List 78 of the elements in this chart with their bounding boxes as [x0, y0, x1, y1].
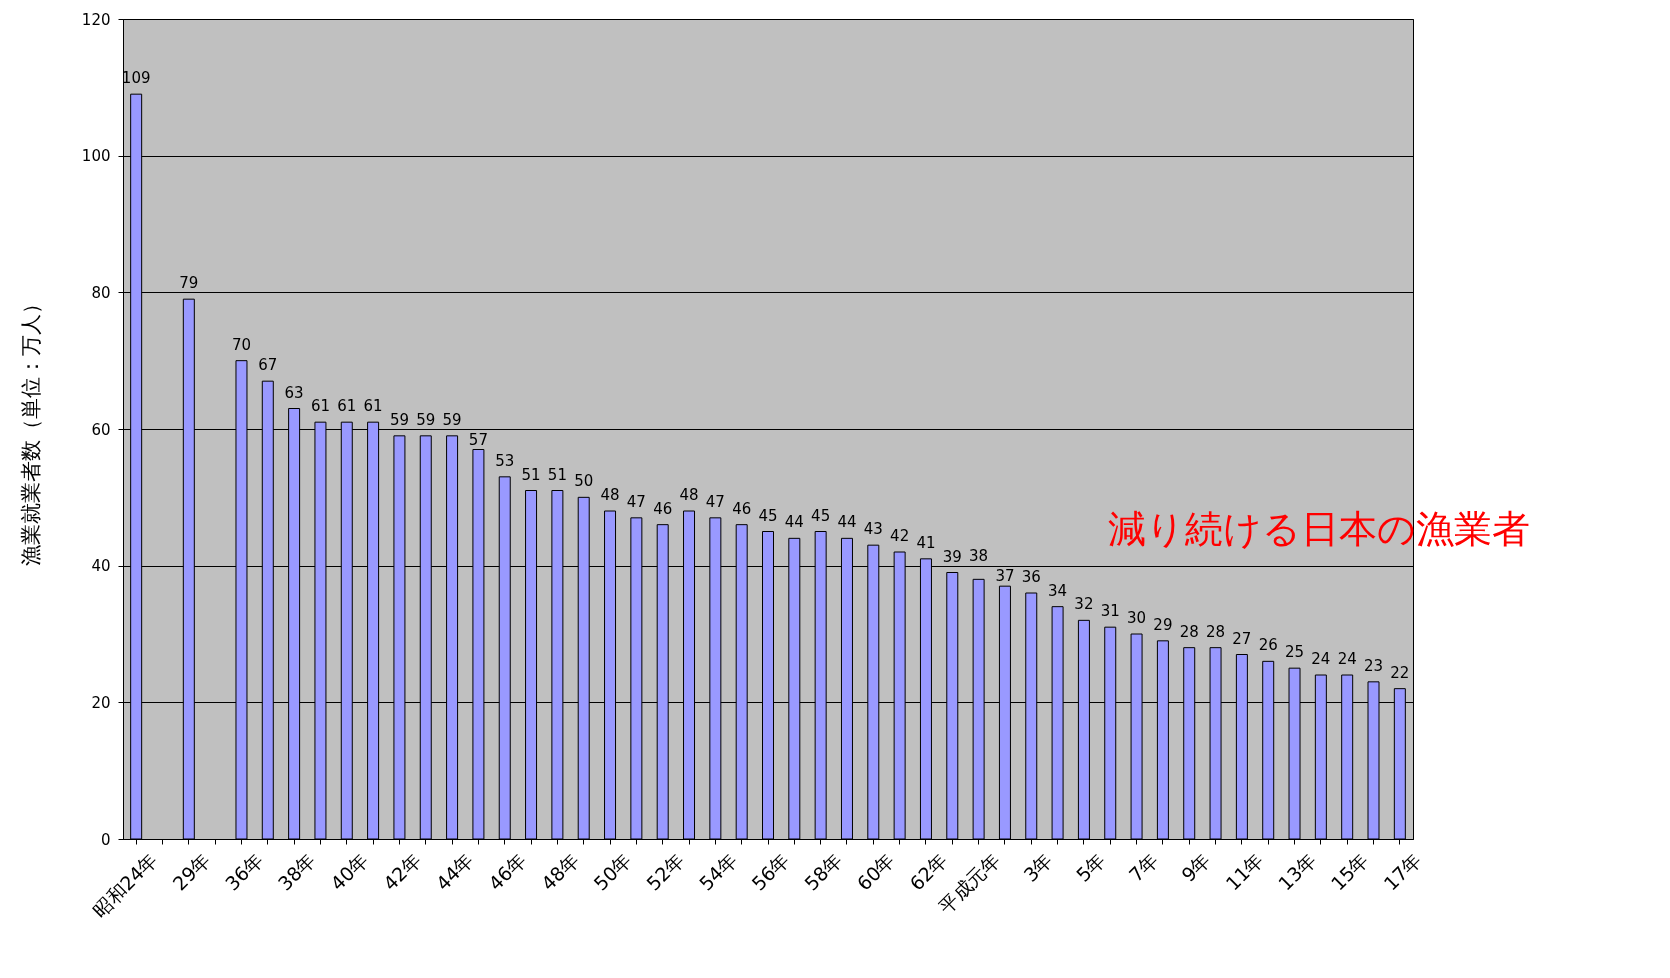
data-label: 28 [1206, 622, 1226, 641]
data-label: 28 [1179, 622, 1199, 641]
data-label: 47 [705, 492, 725, 511]
data-label: 26 [1258, 636, 1278, 655]
x-tick-label: 58年 [799, 848, 847, 895]
x-tick-label: 52年 [642, 848, 689, 895]
data-label: 63 [284, 383, 304, 402]
data-label: 44 [784, 513, 804, 532]
data-label: 38 [969, 547, 989, 566]
x-tick-label: 50年 [589, 848, 636, 895]
data-label: 61 [363, 397, 383, 416]
data-label: 50 [574, 472, 594, 491]
data-label: 61 [337, 397, 357, 416]
data-label: 109 [121, 69, 151, 88]
data-label: 47 [626, 492, 646, 511]
x-tick-label: 40年 [326, 848, 373, 895]
data-label: 41 [916, 533, 936, 552]
data-label: 45 [811, 506, 831, 525]
data-label: 36 [1021, 568, 1041, 586]
data-label: 34 [1048, 581, 1068, 600]
x-tick-label: 60年 [852, 848, 899, 895]
data-label: 22 [1390, 663, 1410, 682]
data-label: 57 [468, 430, 488, 449]
data-label: 61 [310, 397, 330, 416]
x-tick-label: 5年 [1071, 848, 1110, 886]
data-label: 31 [1100, 602, 1120, 621]
y-tick-label: 100 [81, 147, 111, 166]
x-tick-label: 15年 [1326, 848, 1373, 895]
data-label: 32 [1074, 595, 1094, 614]
data-label: 46 [653, 499, 673, 518]
data-label: 79 [179, 274, 199, 293]
x-tick-label: 11年 [1221, 848, 1268, 895]
x-tick-label: 38年 [273, 848, 320, 895]
x-tick-label: 3年 [1019, 848, 1057, 886]
data-label: 37 [995, 567, 1015, 586]
y-tick-label: 0 [100, 830, 111, 849]
data-label: 70 [231, 335, 252, 354]
data-label: 24 [1337, 650, 1357, 668]
data-label: 46 [732, 499, 752, 518]
x-tick-label: 56年 [747, 848, 794, 895]
data-label: 30 [1127, 609, 1147, 627]
x-tick-label: 48年 [536, 848, 583, 895]
data-label: 48 [600, 486, 620, 504]
data-label: 59 [416, 410, 436, 429]
data-label: 53 [495, 451, 515, 470]
data-label: 48 [679, 486, 699, 504]
x-tick-label: 9年 [1177, 848, 1215, 886]
y-tick-label: 80 [91, 283, 111, 302]
data-label: 51 [521, 465, 541, 484]
data-label: 39 [942, 547, 962, 566]
data-label: 45 [758, 506, 778, 525]
x-tick-label: 46年 [484, 848, 531, 895]
data-label: 23 [1363, 656, 1384, 675]
y-tick-label: 20 [91, 693, 111, 712]
data-label: 27 [1232, 629, 1252, 648]
x-tick-label: 42年 [378, 848, 425, 895]
x-tick-label: 54年 [694, 848, 741, 895]
data-label: 59 [389, 410, 409, 429]
y-axis-title: 漁業就業者数（単位：万人） [18, 293, 43, 566]
x-tick-label: 44年 [431, 848, 478, 895]
y-tick-label: 40 [91, 557, 111, 576]
x-tick-label: 29年 [168, 848, 215, 895]
data-label: 24 [1311, 650, 1331, 668]
x-tick-label: 17年 [1379, 848, 1426, 895]
y-tick-label: 120 [81, 10, 111, 29]
data-label: 43 [863, 520, 883, 539]
data-label: 59 [442, 410, 462, 429]
x-tick-label: 昭和24年 [88, 848, 162, 922]
x-tick-label: 36年 [220, 848, 267, 895]
x-tick-label: 7年 [1124, 848, 1163, 886]
data-label: 42 [890, 527, 910, 545]
data-label: 51 [547, 465, 567, 484]
x-tick-label: 13年 [1273, 848, 1320, 895]
data-label: 25 [1284, 643, 1305, 662]
data-label: 67 [258, 356, 278, 375]
y-tick-label: 60 [91, 420, 111, 439]
data-label: 44 [837, 513, 857, 532]
data-label: 29 [1153, 615, 1173, 634]
